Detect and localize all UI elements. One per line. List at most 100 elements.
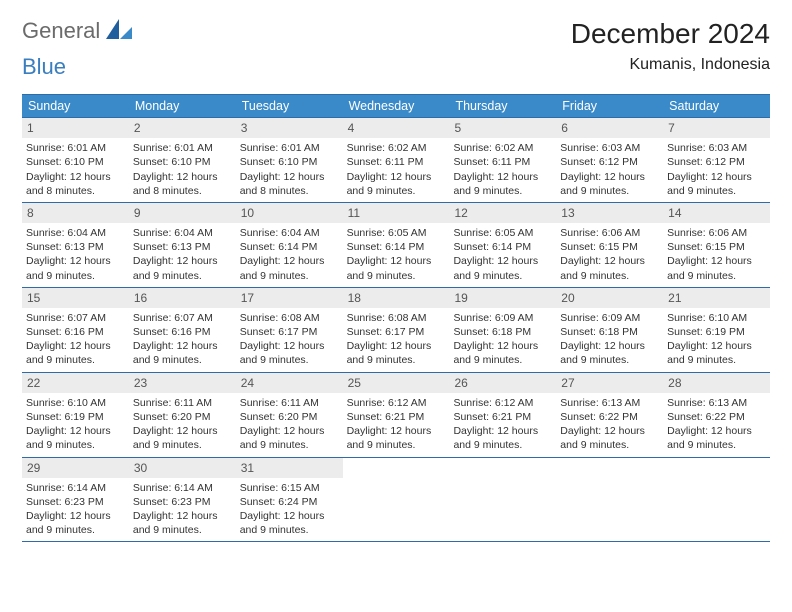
brand-word-2: Blue xyxy=(22,54,66,80)
sunset-line: Sunset: 6:23 PM xyxy=(133,495,232,509)
day-number: 18 xyxy=(343,288,450,308)
brand-sail-icon xyxy=(106,19,132,44)
sunset-line: Sunset: 6:10 PM xyxy=(26,155,125,169)
sunset-line: Sunset: 6:12 PM xyxy=(560,155,659,169)
dow-monday: Monday xyxy=(129,95,236,117)
day-number: 8 xyxy=(22,203,129,223)
day-number: 9 xyxy=(129,203,236,223)
day-number: 5 xyxy=(449,118,556,138)
sunrise-line: Sunrise: 6:12 AM xyxy=(347,396,446,410)
sunrise-line: Sunrise: 6:10 AM xyxy=(667,311,766,325)
daylight-line: Daylight: 12 hours and 9 minutes. xyxy=(347,339,446,367)
sunset-line: Sunset: 6:11 PM xyxy=(453,155,552,169)
dow-wednesday: Wednesday xyxy=(343,95,450,117)
dow-sunday: Sunday xyxy=(22,95,129,117)
daylight-line: Daylight: 12 hours and 9 minutes. xyxy=(240,424,339,452)
sunset-line: Sunset: 6:24 PM xyxy=(240,495,339,509)
day-cell: 21Sunrise: 6:10 AMSunset: 6:19 PMDayligh… xyxy=(663,288,770,372)
dow-tuesday: Tuesday xyxy=(236,95,343,117)
sunrise-line: Sunrise: 6:13 AM xyxy=(667,396,766,410)
week-row: 8Sunrise: 6:04 AMSunset: 6:13 PMDaylight… xyxy=(22,202,770,287)
sunrise-line: Sunrise: 6:05 AM xyxy=(347,226,446,240)
sunset-line: Sunset: 6:14 PM xyxy=(347,240,446,254)
sunset-line: Sunset: 6:17 PM xyxy=(347,325,446,339)
day-number: 30 xyxy=(129,458,236,478)
daylight-line: Daylight: 12 hours and 9 minutes. xyxy=(560,170,659,198)
daylight-line: Daylight: 12 hours and 9 minutes. xyxy=(133,254,232,282)
day-number: 27 xyxy=(556,373,663,393)
daylight-line: Daylight: 12 hours and 9 minutes. xyxy=(453,339,552,367)
day-cell: 15Sunrise: 6:07 AMSunset: 6:16 PMDayligh… xyxy=(22,288,129,372)
sunrise-line: Sunrise: 6:07 AM xyxy=(26,311,125,325)
day-cell: 14Sunrise: 6:06 AMSunset: 6:15 PMDayligh… xyxy=(663,203,770,287)
day-cell: 30Sunrise: 6:14 AMSunset: 6:23 PMDayligh… xyxy=(129,458,236,542)
sunset-line: Sunset: 6:10 PM xyxy=(133,155,232,169)
day-number: 17 xyxy=(236,288,343,308)
sunrise-line: Sunrise: 6:10 AM xyxy=(26,396,125,410)
sunset-line: Sunset: 6:20 PM xyxy=(133,410,232,424)
sunset-line: Sunset: 6:10 PM xyxy=(240,155,339,169)
day-number: 16 xyxy=(129,288,236,308)
daylight-line: Daylight: 12 hours and 9 minutes. xyxy=(347,254,446,282)
day-number: 26 xyxy=(449,373,556,393)
day-cell: 10Sunrise: 6:04 AMSunset: 6:14 PMDayligh… xyxy=(236,203,343,287)
location-label: Kumanis, Indonesia xyxy=(571,56,770,74)
day-number: 13 xyxy=(556,203,663,223)
day-cell xyxy=(663,458,770,542)
sunrise-line: Sunrise: 6:15 AM xyxy=(240,481,339,495)
day-cell: 11 Sunrise: 6:05 AMSunset: 6:14 PMDayligh… xyxy=(343,203,450,287)
title-block: December 2024 Kumanis, Indonesia xyxy=(571,18,770,74)
day-cell: 23Sunrise: 6:11 AMSunset: 6:20 PMDayligh… xyxy=(129,373,236,457)
daylight-line: Daylight: 12 hours and 8 minutes. xyxy=(240,170,339,198)
day-cell: 19 Sunrise: 6:09 AMSunset: 6:18 PMDayligh… xyxy=(449,288,556,372)
day-cell: 2Sunrise: 6:01 AMSunset: 6:10 PMDaylight… xyxy=(129,118,236,202)
sunset-line: Sunset: 6:21 PM xyxy=(347,410,446,424)
brand-word-1: General xyxy=(22,18,100,44)
calendar-page: General December 2024 Kumanis, Indonesia… xyxy=(0,0,792,542)
sunrise-line: Sunrise: 6:09 AM xyxy=(453,311,552,325)
day-cell: 20Sunrise: 6:09 AMSunset: 6:18 PMDayligh… xyxy=(556,288,663,372)
sunrise-line: Sunrise: 6:04 AM xyxy=(133,226,232,240)
day-cell: 6Sunrise: 6:03 AMSunset: 6:12 PMDaylight… xyxy=(556,118,663,202)
daylight-line: Daylight: 12 hours and 9 minutes. xyxy=(667,339,766,367)
day-number: 25 xyxy=(343,373,450,393)
day-number: 20 xyxy=(556,288,663,308)
day-cell: 13Sunrise: 6:06 AMSunset: 6:15 PMDayligh… xyxy=(556,203,663,287)
daylight-line: Daylight: 12 hours and 9 minutes. xyxy=(26,509,125,537)
daylight-line: Daylight: 12 hours and 9 minutes. xyxy=(453,254,552,282)
day-cell: 17Sunrise: 6:08 AMSunset: 6:17 PMDayligh… xyxy=(236,288,343,372)
day-number: 24 xyxy=(236,373,343,393)
day-number: 12 xyxy=(449,203,556,223)
daylight-line: Daylight: 12 hours and 9 minutes. xyxy=(667,424,766,452)
sunset-line: Sunset: 6:22 PM xyxy=(667,410,766,424)
sunrise-line: Sunrise: 6:02 AM xyxy=(453,141,552,155)
day-number: 15 xyxy=(22,288,129,308)
daylight-line: Daylight: 12 hours and 9 minutes. xyxy=(667,170,766,198)
day-cell: 16Sunrise: 6:07 AMSunset: 6:16 PMDayligh… xyxy=(129,288,236,372)
day-cell: 24Sunrise: 6:11 AMSunset: 6:20 PMDayligh… xyxy=(236,373,343,457)
weeks-container: 1Sunrise: 6:01 AMSunset: 6:10 PMDaylight… xyxy=(22,117,770,542)
daylight-line: Daylight: 12 hours and 9 minutes. xyxy=(133,339,232,367)
day-number: 19 xyxy=(449,288,556,308)
day-number: 7 xyxy=(663,118,770,138)
sunset-line: Sunset: 6:18 PM xyxy=(453,325,552,339)
sunrise-line: Sunrise: 6:06 AM xyxy=(560,226,659,240)
sunset-line: Sunset: 6:16 PM xyxy=(133,325,232,339)
day-cell: 25Sunrise: 6:12 AMSunset: 6:21 PMDayligh… xyxy=(343,373,450,457)
sunset-line: Sunset: 6:14 PM xyxy=(240,240,339,254)
day-of-week-header: Sunday Monday Tuesday Wednesday Thursday… xyxy=(22,95,770,117)
sunrise-line: Sunrise: 6:01 AM xyxy=(240,141,339,155)
day-cell: 8Sunrise: 6:04 AMSunset: 6:13 PMDaylight… xyxy=(22,203,129,287)
sunrise-line: Sunrise: 6:02 AM xyxy=(347,141,446,155)
sunrise-line: Sunrise: 6:13 AM xyxy=(560,396,659,410)
day-number: 2 xyxy=(129,118,236,138)
day-cell: 4Sunrise: 6:02 AMSunset: 6:11 PMDaylight… xyxy=(343,118,450,202)
day-cell: 7Sunrise: 6:03 AMSunset: 6:12 PMDaylight… xyxy=(663,118,770,202)
day-cell: 5Sunrise: 6:02 AMSunset: 6:11 PMDaylight… xyxy=(449,118,556,202)
sunrise-line: Sunrise: 6:01 AM xyxy=(133,141,232,155)
day-cell: 18Sunrise: 6:08 AMSunset: 6:17 PMDayligh… xyxy=(343,288,450,372)
day-number: 11 xyxy=(343,203,450,223)
day-cell: 22Sunrise: 6:10 AMSunset: 6:19 PMDayligh… xyxy=(22,373,129,457)
sunrise-line: Sunrise: 6:11 AM xyxy=(133,396,232,410)
sunrise-line: Sunrise: 6:04 AM xyxy=(26,226,125,240)
